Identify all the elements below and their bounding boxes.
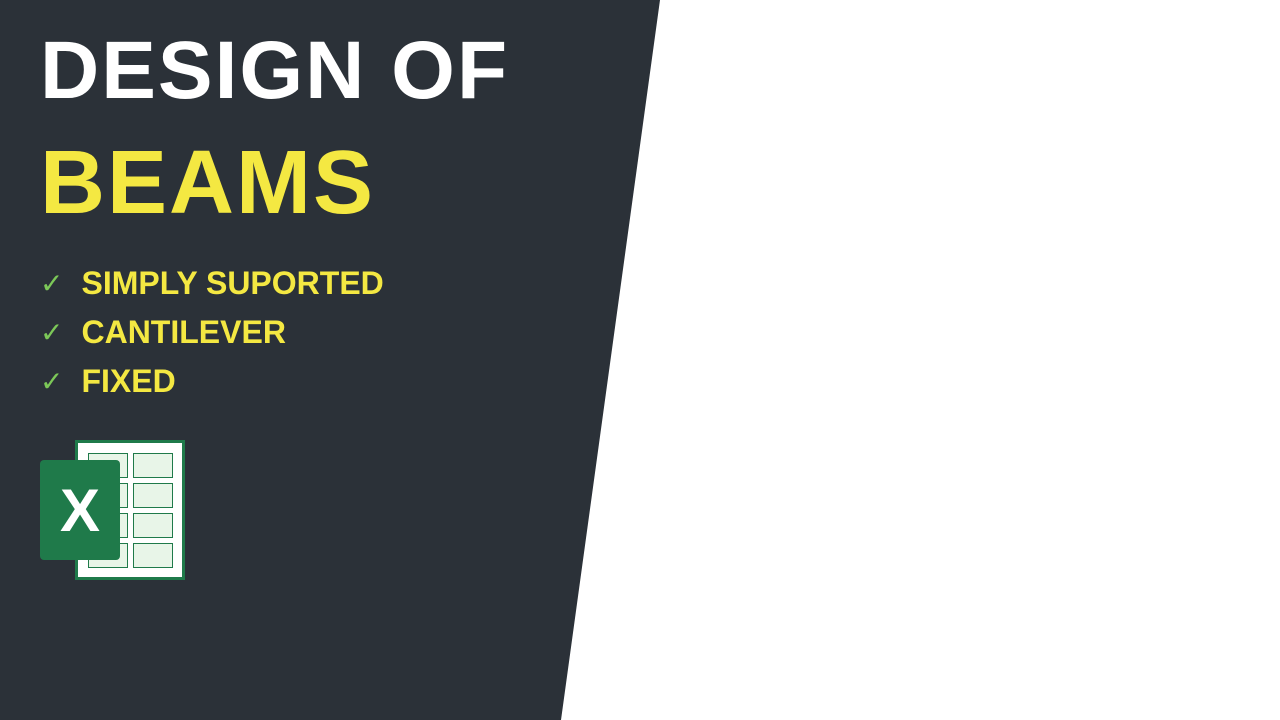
title-line-2: BEAMS xyxy=(40,132,620,235)
title-panel: DESIGN OF BEAMS ✓SIMPLY SUPORTED ✓CANTIL… xyxy=(0,0,660,720)
bullet-cantilever: ✓CANTILEVER xyxy=(40,314,620,351)
bullet-fixed: ✓FIXED xyxy=(40,363,620,400)
right-background xyxy=(560,0,1280,720)
check-icon: ✓ xyxy=(40,316,63,349)
bullet-simply-supported: ✓SIMPLY SUPORTED xyxy=(40,265,620,302)
bullet-list: ✓SIMPLY SUPORTED ✓CANTILEVER ✓FIXED xyxy=(40,265,620,400)
check-icon: ✓ xyxy=(40,365,63,398)
excel-icon: X xyxy=(40,440,190,580)
check-icon: ✓ xyxy=(40,267,63,300)
title-line-1: DESIGN OF xyxy=(40,30,620,112)
excel-badge: X xyxy=(40,460,120,560)
